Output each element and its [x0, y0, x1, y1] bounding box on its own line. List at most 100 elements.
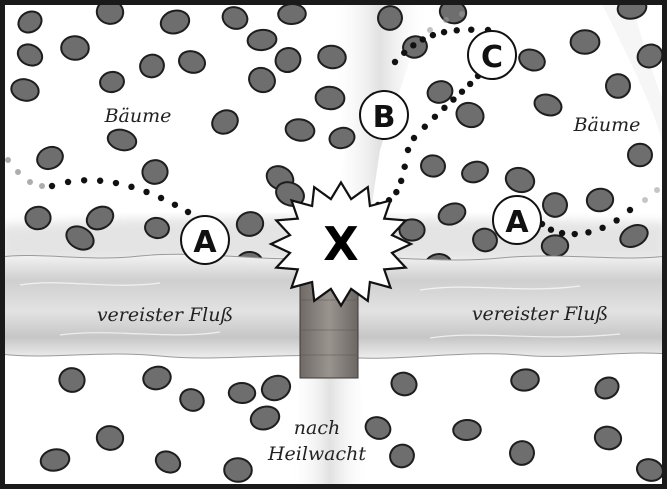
tree-icon: [99, 70, 125, 94]
dotted-paths: [5, 11, 660, 238]
tree-icon: [142, 365, 172, 391]
tree-icon: [246, 28, 278, 52]
tree-icon: [542, 192, 568, 218]
path-dot: [419, 36, 426, 43]
path-dot: [458, 88, 466, 95]
tree-icon: [605, 73, 631, 99]
tree-icon: [389, 443, 415, 469]
path-dot: [429, 31, 437, 39]
path-dot: [157, 194, 165, 202]
tree-icon: [540, 234, 570, 258]
path-dot: [64, 178, 72, 186]
tree-icon: [509, 440, 535, 466]
path-dot: [654, 187, 660, 193]
marker-c: C: [467, 30, 517, 80]
tree-icon: [275, 181, 305, 207]
tree-icon: [227, 381, 257, 405]
path-dot: [599, 224, 606, 232]
label-trees-right: Bäume: [573, 114, 641, 136]
label-river-left: vereister Fluß: [97, 304, 233, 326]
path-dot: [39, 183, 45, 189]
path-dot: [128, 183, 135, 191]
tree-icon: [426, 80, 454, 104]
path-dot: [80, 177, 88, 184]
path-dot: [450, 96, 457, 103]
tree-icon: [518, 48, 546, 72]
marker-a-right-label: A: [505, 205, 529, 240]
path-dot: [5, 157, 11, 163]
tree-icon: [95, 425, 125, 451]
path-dot: [613, 217, 620, 224]
tree-icon: [284, 118, 316, 142]
marker-a-left-label: A: [193, 225, 217, 260]
path-dot: [410, 134, 418, 142]
tree-icon: [39, 448, 71, 472]
tree-icon: [585, 187, 615, 213]
marker-a-left: A: [180, 215, 230, 265]
path-dot: [143, 188, 150, 196]
tree-icon: [211, 109, 239, 135]
tree-icon: [593, 425, 623, 451]
tree-icon: [437, 202, 467, 226]
path-dot: [421, 123, 428, 130]
tree-icon: [235, 211, 265, 237]
tree-icon: [452, 418, 482, 442]
path-dot: [404, 146, 412, 154]
path-dot: [401, 49, 408, 56]
tree-icon: [377, 5, 403, 31]
tree-icon: [594, 376, 620, 400]
path-dot: [440, 28, 448, 36]
path-dot: [410, 42, 417, 49]
path-dot: [27, 179, 33, 185]
tree-icon: [24, 205, 52, 231]
tree-icon: [504, 166, 536, 194]
marker-x: X: [268, 180, 414, 308]
label-trees-left: Bäume: [104, 105, 172, 127]
marker-x-label: X: [323, 217, 358, 271]
tree-icon: [221, 6, 249, 30]
path-dot: [459, 11, 465, 17]
path-dot: [171, 201, 179, 208]
tree-icon: [420, 154, 446, 178]
tree-icon: [277, 2, 307, 26]
tree-icon: [10, 78, 40, 102]
label-destination-line2: Heilwacht: [267, 443, 366, 465]
tree-icon: [636, 43, 664, 69]
tree-icon: [159, 9, 191, 35]
tree-icon: [248, 66, 276, 94]
tree-icon: [627, 142, 653, 168]
path-dot: [427, 27, 433, 33]
path-dot: [558, 229, 566, 237]
path-dot: [547, 226, 555, 233]
label-destination-line1: nach: [294, 417, 340, 439]
path-dot: [96, 177, 104, 184]
tree-icon: [16, 43, 44, 67]
path-dot: [626, 206, 634, 214]
tree-icon: [461, 160, 489, 184]
path-dot: [571, 230, 578, 238]
path-dot: [112, 179, 120, 187]
marker-c-label: C: [481, 40, 503, 75]
label-river-right: vereister Fluß: [472, 303, 608, 325]
tree-icon: [314, 85, 346, 111]
tree-icon: [85, 205, 115, 231]
tree-icon: [141, 159, 169, 185]
marker-a-right: A: [492, 195, 542, 245]
tree-icon: [65, 225, 95, 251]
tree-icon: [178, 50, 206, 74]
marker-b: B: [359, 90, 409, 140]
path-dot: [453, 27, 460, 34]
tree-icon: [328, 126, 356, 150]
tree-icon: [144, 216, 170, 240]
tree-icon: [274, 47, 302, 73]
path-dot: [431, 113, 439, 120]
path-dot: [466, 80, 474, 88]
path-dot: [184, 208, 192, 216]
tree-icon: [36, 145, 64, 171]
path-dot: [401, 163, 408, 170]
path-dot: [48, 182, 56, 190]
tree-icon: [179, 388, 205, 412]
tree-icon: [139, 53, 165, 79]
path-dot: [391, 58, 399, 66]
